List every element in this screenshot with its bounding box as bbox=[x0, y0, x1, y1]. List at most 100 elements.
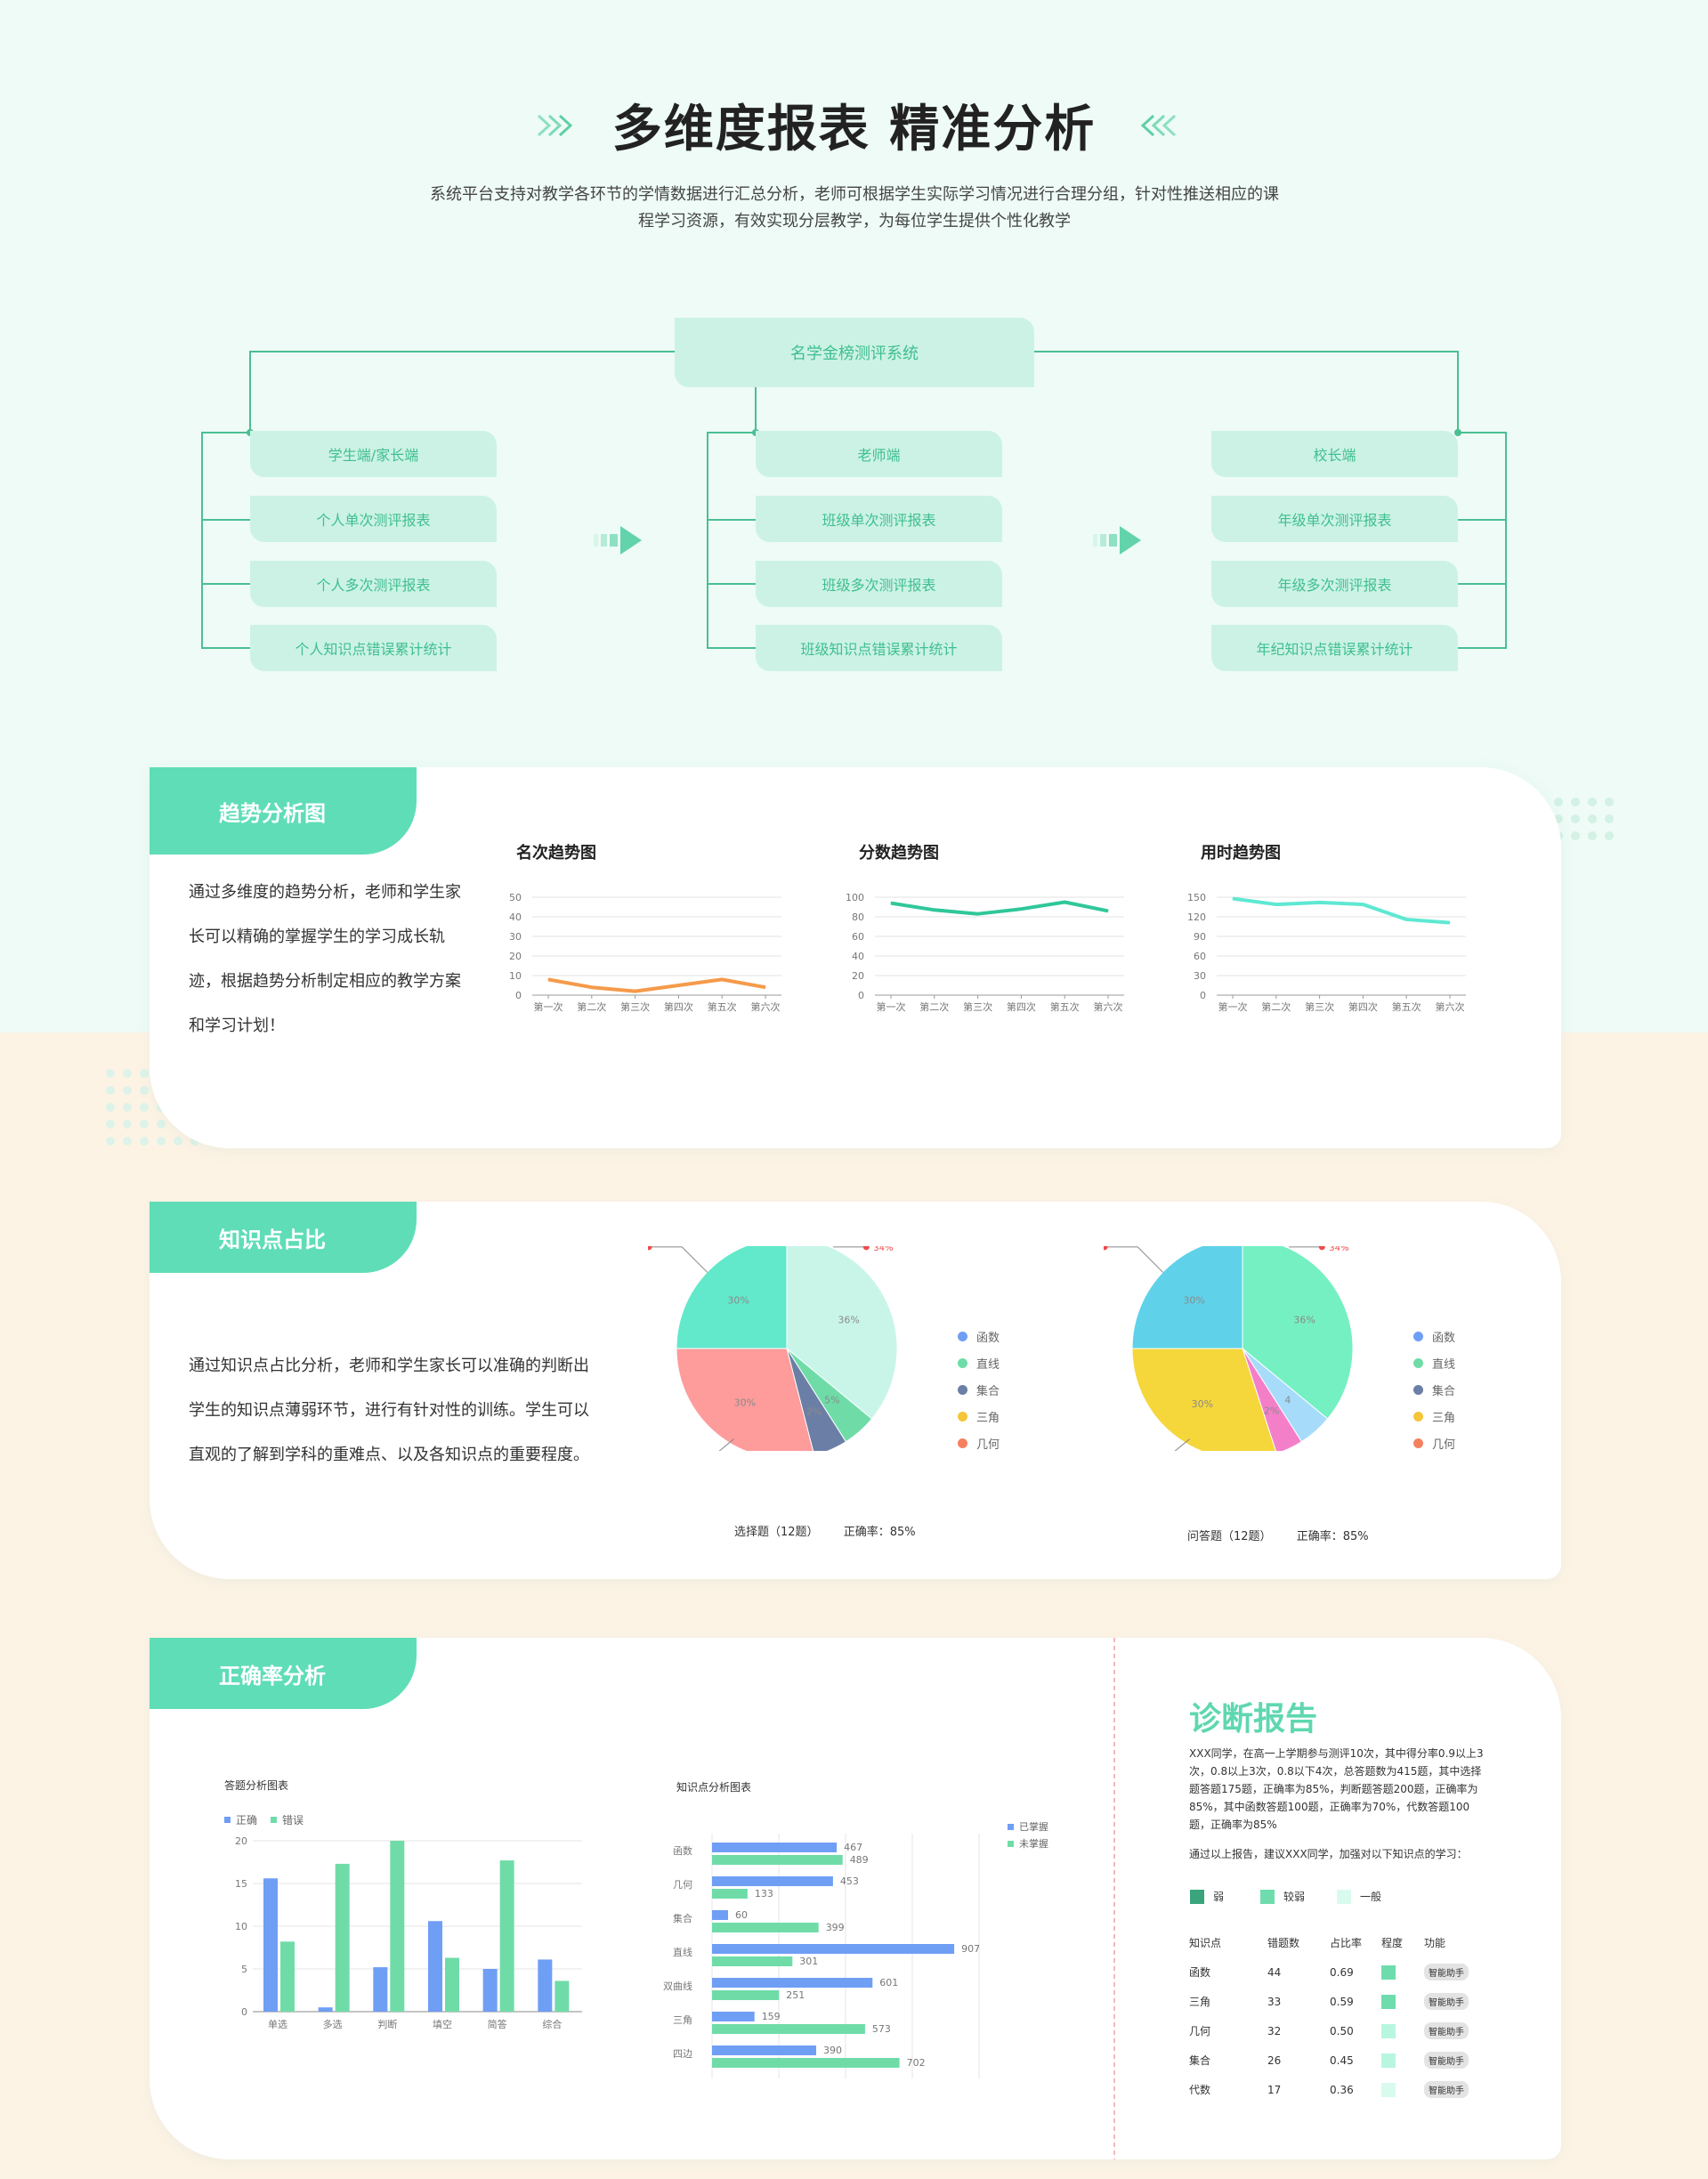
decor-dot bbox=[157, 1120, 166, 1129]
trend-tab: 趋势分析图 bbox=[150, 767, 417, 855]
table-cell: 0.36 bbox=[1330, 2083, 1354, 2096]
org-column-head: 学生端/家长端 bbox=[250, 431, 497, 477]
level-indicator bbox=[1381, 2053, 1396, 2068]
y-tick-label: 集合 bbox=[673, 1912, 692, 1924]
pie-slice-label: 4 bbox=[1284, 1395, 1291, 1406]
pie-1-footer-accuracy: 正确率：85% bbox=[843, 1526, 916, 1539]
legend-dot bbox=[958, 1385, 967, 1395]
right-title-chevrons bbox=[1140, 114, 1177, 137]
table-row: 代数 17 0.36 智能助手 bbox=[1189, 2075, 1492, 2104]
knowledge-text-line: 学生的知识点薄弱环节，进行有针对性的训练。学生可以 bbox=[189, 1401, 589, 1420]
data-point bbox=[677, 984, 679, 986]
x-tick-label: 第四次 bbox=[1348, 1000, 1378, 1013]
legend-swatch bbox=[224, 1817, 231, 1823]
org-item-label: 个人多次测评报表 bbox=[316, 577, 431, 594]
smart-assistant-button[interactable]: 智能助手 bbox=[1424, 2052, 1469, 2069]
knowledge-ratio-card: 知识点占比 通过知识点占比分析，老师和学生家长可以准确的判断出 学生的知识点薄弱… bbox=[150, 1202, 1561, 1579]
legend-dot bbox=[1413, 1358, 1423, 1368]
legend-dot bbox=[958, 1412, 967, 1422]
qa-pie-chart: 36%42%30%30%30%34%错误率30% bbox=[1104, 1246, 1354, 1451]
pie-2-footer-label: 问答题（12题） bbox=[1187, 1530, 1272, 1543]
legend-label: 正确 bbox=[236, 1814, 258, 1827]
legend-item-function: 函数 bbox=[1413, 1328, 1455, 1345]
trend-text-line: 和学习计划！ bbox=[189, 1017, 285, 1035]
flow-arrow-icon bbox=[594, 526, 642, 555]
y-tick-label: 40 bbox=[852, 951, 864, 962]
org-column-head-label: 校长端 bbox=[1313, 447, 1356, 464]
bar-value-label: 453 bbox=[840, 1875, 859, 1887]
org-column-head-label: 学生端/家长端 bbox=[328, 447, 419, 464]
decor-dot bbox=[1571, 831, 1580, 840]
smart-assistant-button[interactable]: 智能助手 bbox=[1424, 2022, 1469, 2039]
table-cell: 集合 bbox=[1189, 2054, 1211, 2067]
level-label: 一般 bbox=[1360, 1891, 1382, 1903]
decor-dot bbox=[1571, 814, 1580, 823]
x-tick-label: 第一次 bbox=[534, 1000, 563, 1013]
bar bbox=[712, 1978, 873, 1988]
data-point bbox=[1275, 903, 1277, 905]
data-point bbox=[1232, 897, 1234, 899]
decor-dot bbox=[140, 1069, 149, 1078]
pie-slice bbox=[786, 1246, 898, 1420]
legend-dot bbox=[1413, 1412, 1423, 1422]
bar bbox=[712, 1910, 728, 1920]
callout-dot bbox=[1104, 1246, 1108, 1251]
table-cell: 智能助手 bbox=[1424, 2045, 1492, 2075]
level-legend-weaker: 较弱 bbox=[1260, 1889, 1305, 1904]
level-label: 较弱 bbox=[1283, 1891, 1306, 1903]
decor-dot bbox=[106, 1120, 115, 1129]
pie-slice-label: 5% bbox=[824, 1395, 839, 1406]
decor-dot bbox=[140, 1103, 149, 1112]
page-subtitle: 系统平台支持对教学各环节的学情数据进行汇总分析，老师可根据学生实际学习情况进行合… bbox=[418, 182, 1291, 235]
accuracy-tab: 正确率分析 bbox=[150, 1638, 417, 1709]
table-cell bbox=[1381, 1987, 1424, 2016]
callout-line bbox=[1105, 1246, 1164, 1273]
answer-bar-chart: 0 5 10 15 20 单选 多选 判断 填空 简答 综合 bbox=[235, 1835, 582, 2029]
legend-label: 函数 bbox=[1432, 1332, 1456, 1345]
org-item: 年级单次测评报表 bbox=[1211, 496, 1458, 542]
pie-slice-label: 36% bbox=[838, 1314, 859, 1325]
bar bbox=[712, 1889, 748, 1899]
pie-1-footer: 选择题（12题） 正确率：85% bbox=[734, 1522, 916, 1539]
y-tick-label: 15 bbox=[235, 1878, 247, 1890]
bar-legend-correct: 正确 bbox=[224, 1812, 257, 1827]
bar bbox=[538, 1959, 553, 2012]
y-tick-label: 0 bbox=[241, 2006, 247, 2018]
data-point bbox=[977, 913, 979, 915]
decor-dot bbox=[1571, 798, 1580, 806]
legend-dot bbox=[1413, 1438, 1423, 1448]
level-indicator bbox=[1381, 2082, 1396, 2097]
level-legend-normal: 一般 bbox=[1337, 1889, 1381, 1904]
subtitle-line-2: 程学习资源，有效实现分层教学，为每位学生提供个性化教学 bbox=[638, 212, 1071, 231]
callout-line bbox=[1174, 1438, 1190, 1451]
decor-dot bbox=[106, 1069, 115, 1078]
org-item-label: 年纪知识点错误累计统计 bbox=[1256, 641, 1413, 658]
smart-assistant-button[interactable]: 智能助手 bbox=[1424, 1993, 1469, 2010]
level-swatch bbox=[1190, 1889, 1204, 1904]
legend-label: 几何 bbox=[1432, 1438, 1456, 1452]
smart-assistant-button[interactable]: 智能助手 bbox=[1424, 1964, 1469, 1981]
table-header-row: 知识点 错题数 占比率 程度 功能 bbox=[1189, 1928, 1492, 1957]
decor-dot bbox=[1605, 814, 1614, 823]
x-tick-label: 第二次 bbox=[577, 1000, 606, 1013]
y-tick-label: 10 bbox=[509, 970, 522, 982]
bar bbox=[482, 1969, 498, 2012]
table-cell: 17 bbox=[1267, 2083, 1282, 2096]
pie-slice bbox=[1131, 1246, 1243, 1349]
bar-legend-wrong: 错误 bbox=[271, 1812, 304, 1827]
bar-value-label: 601 bbox=[879, 1977, 898, 1989]
x-tick-label: 第四次 bbox=[1007, 1000, 1036, 1013]
bar bbox=[712, 2058, 900, 2068]
bar bbox=[712, 1990, 780, 2000]
bar-value-label: 907 bbox=[961, 1943, 980, 1955]
legend-item-set: 集合 bbox=[958, 1381, 1000, 1398]
y-tick-label: 0 bbox=[515, 990, 522, 1001]
decor-dot bbox=[123, 1069, 132, 1078]
smart-assistant-button[interactable]: 智能助手 bbox=[1424, 2081, 1469, 2098]
legend-label: 几何 bbox=[976, 1438, 1000, 1452]
pie-2-footer-accuracy: 正确率：85% bbox=[1296, 1530, 1369, 1543]
knowledge-tab: 知识点占比 bbox=[150, 1202, 417, 1273]
table-cell: 0.45 bbox=[1330, 2053, 1354, 2067]
time-trend-title: 用时趋势图 bbox=[1201, 844, 1281, 863]
